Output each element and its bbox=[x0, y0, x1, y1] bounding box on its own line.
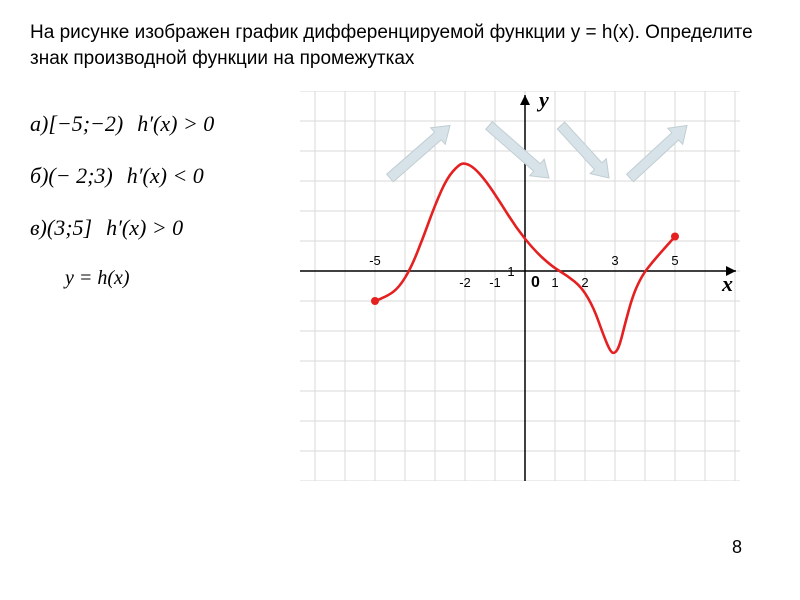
item-v-answer: h′(x) > 0 bbox=[106, 215, 183, 241]
function-chart: yx0-5-2-111235 bbox=[300, 91, 740, 481]
answers-column: а)[−5;−2) h′(x) > 0 б)(− 2;3) h′(x) < 0 … bbox=[30, 91, 290, 290]
chart-container: yx0-5-2-111235 bbox=[300, 91, 740, 486]
svg-text:3: 3 bbox=[611, 253, 618, 268]
problem-title: На рисунке изображен график дифференциру… bbox=[30, 20, 770, 71]
svg-text:0: 0 bbox=[531, 274, 540, 291]
item-a-answer: h′(x) > 0 bbox=[137, 111, 214, 137]
item-b-answer: h′(x) < 0 bbox=[127, 163, 204, 189]
item-a-label: а)[−5;−2) bbox=[30, 111, 123, 137]
function-equation: y = h(x) bbox=[65, 267, 290, 290]
svg-text:1: 1 bbox=[551, 275, 558, 290]
svg-text:-1: -1 bbox=[489, 275, 501, 290]
item-b: б)(− 2;3) h′(x) < 0 bbox=[30, 163, 290, 189]
page-number: 8 bbox=[732, 537, 742, 558]
content-row: а)[−5;−2) h′(x) > 0 б)(− 2;3) h′(x) < 0 … bbox=[30, 91, 770, 486]
svg-text:x: x bbox=[721, 271, 733, 296]
item-v-label: в)(3;5] bbox=[30, 215, 92, 241]
item-a: а)[−5;−2) h′(x) > 0 bbox=[30, 111, 290, 137]
item-v: в)(3;5] h′(x) > 0 bbox=[30, 215, 290, 241]
svg-text:1: 1 bbox=[507, 264, 514, 279]
item-b-label: б)(− 2;3) bbox=[30, 163, 113, 189]
svg-text:-2: -2 bbox=[459, 275, 471, 290]
svg-text:-5: -5 bbox=[369, 253, 381, 268]
svg-text:5: 5 bbox=[671, 253, 678, 268]
